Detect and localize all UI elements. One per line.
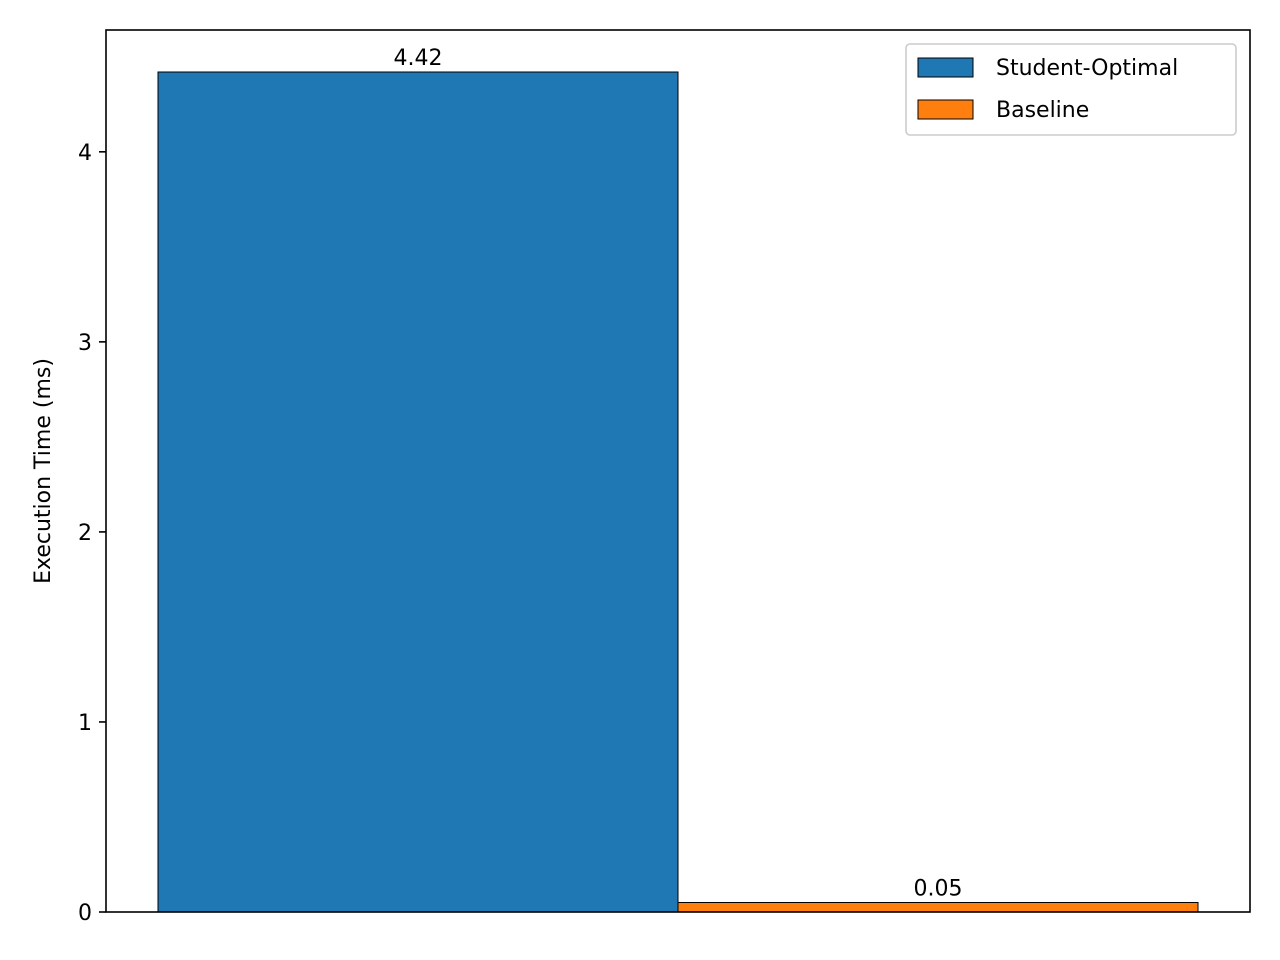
data-label-baseline: 0.05 — [914, 876, 963, 901]
bar-baseline — [677, 901, 1199, 913]
legend-box — [905, 43, 1237, 136]
legend-swatch-baseline — [917, 99, 974, 120]
y-tick-label: 2 — [78, 521, 92, 546]
legend-entry-baseline: Baseline — [996, 98, 1089, 123]
y-tick-label: 1 — [78, 711, 92, 736]
y-axis: 0 1 2 3 4 — [78, 141, 106, 926]
legend: Student-Optimal Baseline — [905, 43, 1237, 136]
legend-swatch-student-optimal — [917, 57, 974, 78]
legend-entry-student-optimal: Student-Optimal — [996, 56, 1178, 81]
plot-frame — [105, 29, 1251, 913]
y-tick-label: 0 — [78, 901, 92, 926]
data-labels: 4.42 0.05 — [394, 46, 963, 901]
bars — [157, 71, 1199, 913]
y-tick-label: 4 — [78, 141, 92, 166]
bar-student-optimal — [157, 71, 679, 913]
y-axis-label: Execution Time (ms) — [31, 358, 56, 584]
data-label-student-optimal: 4.42 — [394, 46, 443, 71]
y-tick-label: 3 — [78, 331, 92, 356]
